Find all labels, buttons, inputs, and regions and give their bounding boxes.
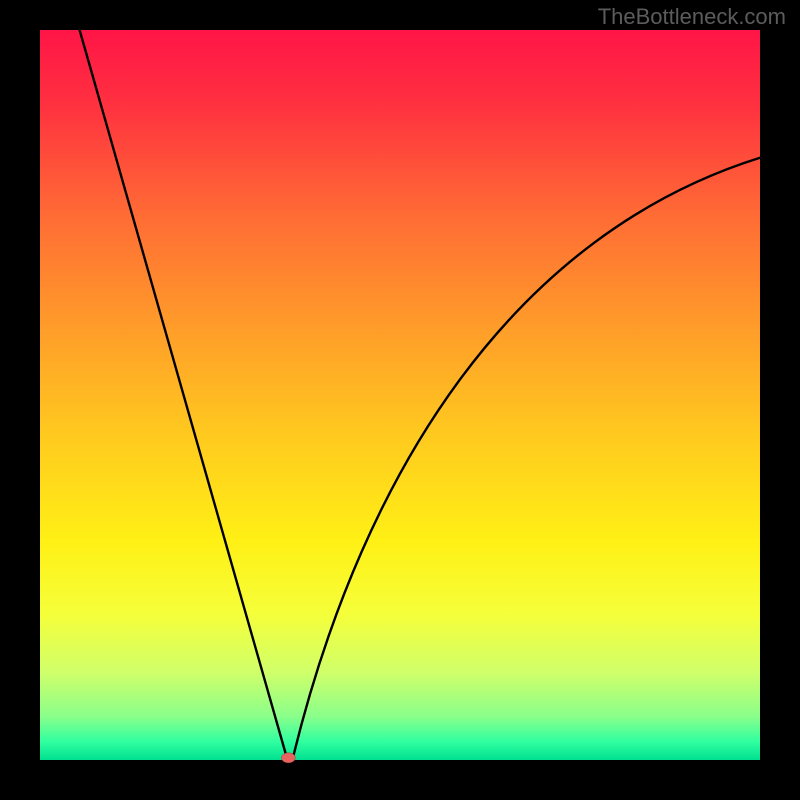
chart-svg <box>0 0 800 800</box>
plot-area-gradient <box>40 30 760 760</box>
watermark-text: TheBottleneck.com <box>598 4 786 30</box>
chart-container: TheBottleneck.com <box>0 0 800 800</box>
minimum-marker <box>281 753 295 763</box>
